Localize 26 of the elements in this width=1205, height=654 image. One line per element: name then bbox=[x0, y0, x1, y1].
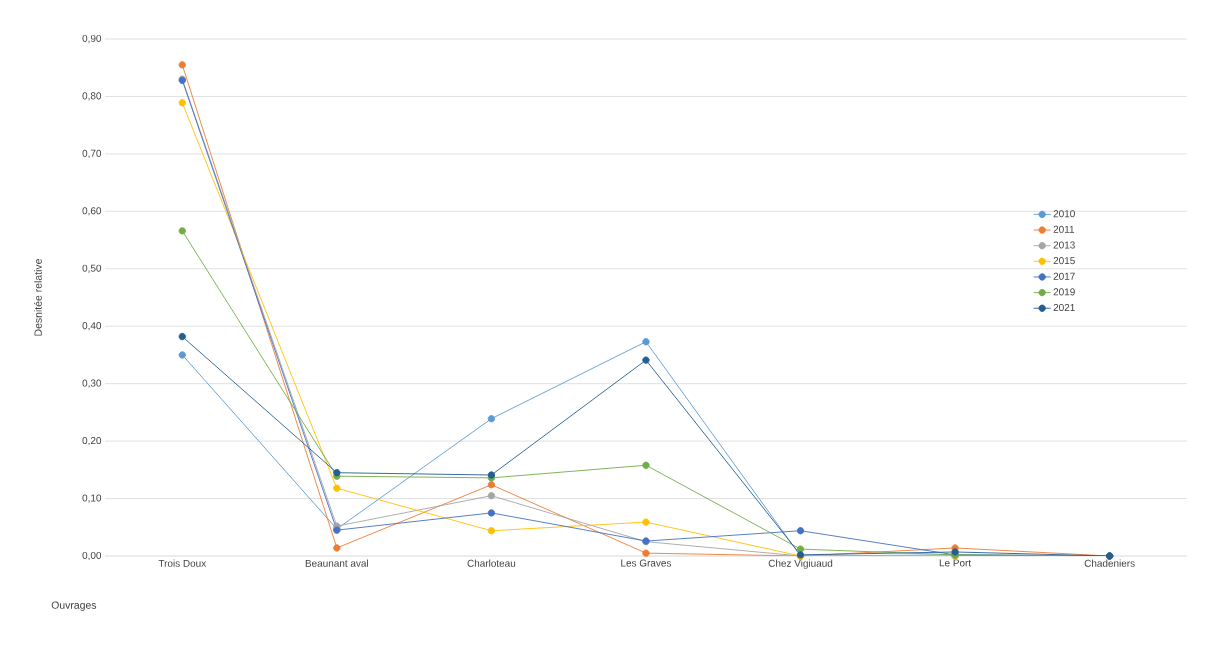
legend-label: 2013 bbox=[1053, 241, 1075, 249]
x-tick-label: Chez Vigiuaud bbox=[768, 559, 833, 569]
x-tick-label: Trois Doux bbox=[158, 559, 207, 567]
y-tick-label: 0,60 bbox=[82, 207, 102, 216]
y-tick-label: 0,90 bbox=[82, 34, 102, 44]
x-tick-label: Beaunant aval bbox=[305, 559, 368, 567]
y-tick-label: 0,30 bbox=[82, 379, 102, 388]
x-axis-title: Ouvrages bbox=[51, 601, 97, 611]
y-tick-label: 0,40 bbox=[82, 322, 102, 331]
x-tick-label: Chadeniers bbox=[1084, 559, 1135, 567]
y-tick-label: 0,00 bbox=[82, 551, 102, 561]
legend-label: 2021 bbox=[1053, 303, 1075, 312]
y-tick-label: 0,50 bbox=[82, 264, 102, 273]
y-axis-title: Desnitée relative bbox=[34, 259, 42, 336]
y-tick-label: 0,10 bbox=[82, 494, 102, 503]
legend-label: 2017 bbox=[1053, 272, 1075, 280]
x-tick-label: Le Port bbox=[939, 559, 972, 567]
y-tick-label: 0,70 bbox=[82, 149, 102, 159]
legend-label: 2019 bbox=[1053, 288, 1075, 296]
x-tick-label: Les Graves bbox=[621, 559, 672, 567]
x-tick-label: Charloteau bbox=[467, 559, 516, 567]
legend-label: 2010 bbox=[1053, 210, 1075, 218]
y-tick-label: 0,20 bbox=[82, 437, 102, 446]
legend-label: 2011 bbox=[1053, 225, 1075, 233]
y-tick-label: 0,80 bbox=[82, 92, 102, 101]
legend-label: 2015 bbox=[1053, 257, 1075, 265]
